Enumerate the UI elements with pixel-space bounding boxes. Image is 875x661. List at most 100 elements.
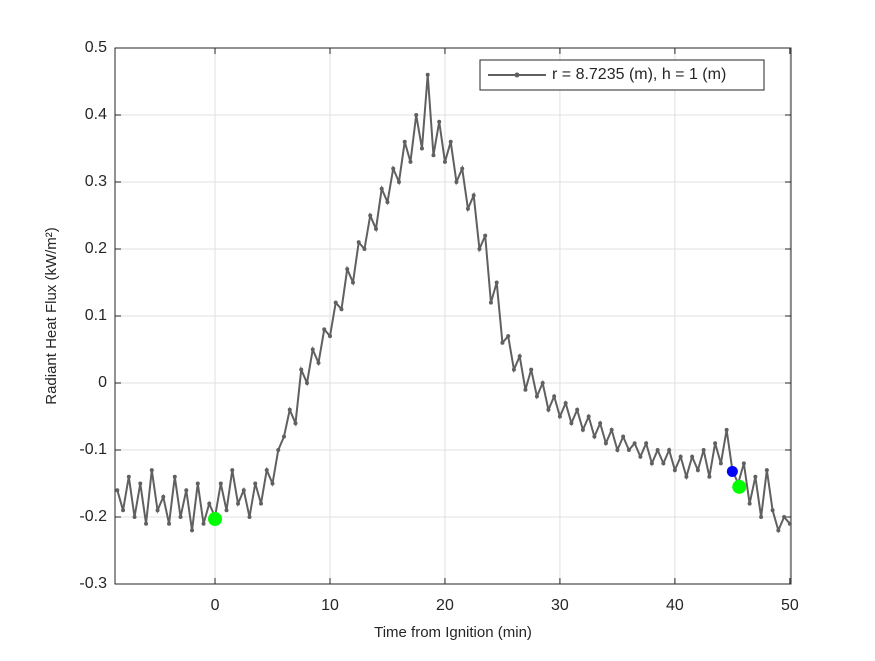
data-point: [379, 186, 384, 191]
data-point: [644, 441, 649, 446]
data-point: [690, 454, 695, 459]
legend-marker: [514, 72, 520, 78]
data-point: [575, 407, 580, 412]
data-point: [224, 508, 229, 513]
data-point: [546, 407, 551, 412]
data-point: [580, 427, 585, 432]
data-point: [172, 474, 177, 479]
data-point: [764, 468, 769, 473]
x-tick-label: 0: [211, 597, 220, 614]
y-axis-label: Radiant Heat Flux (kW/m²): [43, 227, 60, 405]
data-point: [299, 367, 304, 372]
data-point: [529, 367, 534, 372]
data-point: [552, 394, 557, 399]
data-point: [207, 501, 212, 506]
data-point: [517, 354, 522, 359]
data-point: [201, 521, 206, 526]
data-point: [339, 307, 344, 312]
data-point: [408, 159, 413, 164]
data-point: [155, 508, 160, 513]
data-point: [218, 481, 223, 486]
data-point: [126, 474, 131, 479]
data-point: [167, 521, 172, 526]
data-point: [592, 434, 597, 439]
data-point: [236, 501, 241, 506]
data-point: [282, 434, 286, 439]
data-point: [569, 421, 574, 426]
data-point: [230, 468, 235, 473]
data-point: [437, 119, 442, 124]
data-point: [782, 515, 787, 519]
x-tick-label: 30: [551, 597, 569, 614]
data-point: [138, 481, 143, 486]
data-point: [276, 448, 281, 452]
y-tick-label: 0.2: [85, 240, 107, 257]
data-point: [419, 146, 424, 151]
data-point: [598, 421, 603, 426]
data-point: [264, 468, 269, 473]
data-point: [465, 206, 470, 211]
data-point: [448, 139, 453, 144]
data-point: [540, 381, 545, 385]
data-point: [259, 501, 264, 506]
data-point: [391, 166, 396, 171]
data-point: [747, 501, 752, 506]
data-point: [241, 488, 246, 493]
data-point: [695, 468, 700, 473]
data-point: [500, 340, 505, 345]
data-point: [770, 508, 775, 513]
data-line: [116, 74, 791, 534]
data-point: [759, 515, 764, 519]
event-marker: [726, 465, 738, 477]
y-tick-label: 0.1: [85, 307, 107, 324]
data-point: [626, 448, 631, 452]
data-point: [724, 427, 729, 432]
data-point: [707, 474, 712, 479]
x-axis-label: Time from Ignition (min): [374, 624, 532, 641]
data-point: [385, 200, 390, 205]
data-point: [609, 427, 614, 432]
data-point: [563, 401, 568, 406]
data-point: [442, 159, 447, 164]
data-point: [253, 481, 258, 486]
data-point: [310, 347, 315, 352]
x-tick-label: 40: [666, 597, 684, 614]
data-point: [356, 240, 361, 245]
data-point: [322, 327, 327, 332]
data-point: [184, 488, 189, 493]
data-point: [603, 441, 608, 446]
data-point: [316, 360, 321, 365]
y-tick-label: 0.3: [85, 173, 107, 190]
data-point: [523, 387, 528, 392]
data-point: [287, 407, 292, 412]
data-point: [368, 213, 373, 218]
data-point: [460, 166, 465, 171]
data-point: [132, 515, 137, 519]
data-point: [713, 441, 718, 446]
data-point: [632, 441, 637, 446]
data-point: [776, 528, 781, 533]
data-point: [149, 468, 154, 473]
data-point: [741, 461, 746, 466]
data-point: [247, 515, 252, 519]
data-point: [454, 180, 459, 184]
data-point: [293, 421, 298, 426]
data-point: [506, 334, 511, 339]
data-point: [718, 461, 723, 466]
data-point: [684, 474, 689, 479]
data-point: [586, 414, 591, 419]
data-point: [270, 481, 275, 486]
y-tick-label: 0.4: [85, 106, 107, 123]
data-point: [678, 454, 683, 459]
data-point: [753, 474, 758, 479]
data-point: [557, 414, 562, 419]
data-point: [362, 247, 367, 251]
data-point: [350, 280, 355, 285]
legend-label: r = 8.7235 (m), h = 1 (m): [552, 66, 726, 83]
data-point: [425, 72, 430, 77]
x-tick-label: 50: [781, 597, 799, 614]
data-point: [178, 515, 183, 519]
data-point: [672, 468, 677, 473]
